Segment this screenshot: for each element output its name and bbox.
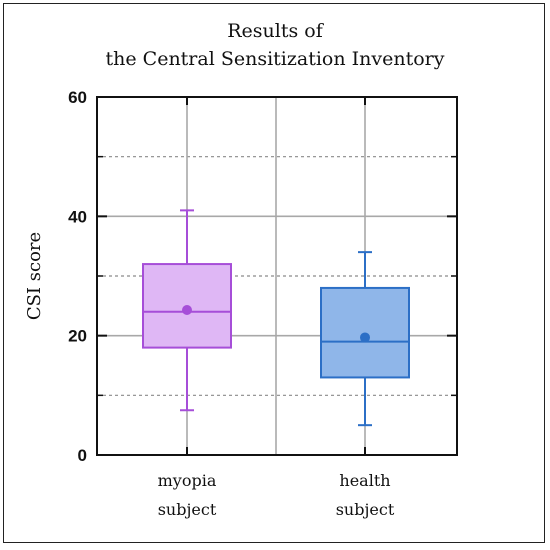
x-category-label-line1: health xyxy=(339,471,390,490)
x-category-label-line2: subject xyxy=(158,500,217,519)
mean-marker xyxy=(182,305,192,316)
x-category-label-line1: myopia xyxy=(158,471,217,490)
x-category-label-line2: subject xyxy=(336,500,395,519)
y-tick-label: 0 xyxy=(78,446,87,465)
chart-title-line2: the Central Sensitization Inventory xyxy=(105,48,445,70)
y-tick-label: 60 xyxy=(68,88,87,107)
y-tick-label: 20 xyxy=(68,327,87,346)
mean-marker xyxy=(360,332,370,343)
chart-title-line1: Results of xyxy=(227,20,323,42)
y-axis-label: CSI score xyxy=(24,232,45,320)
y-tick-label: 40 xyxy=(68,207,87,226)
